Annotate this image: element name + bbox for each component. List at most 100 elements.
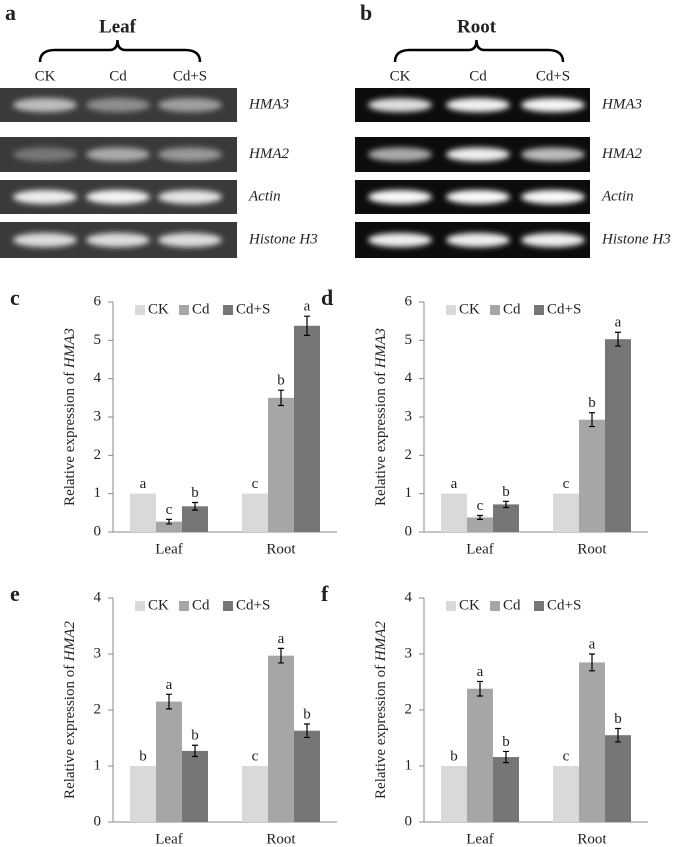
y-axis-label-part: Relative expression of (373, 368, 389, 506)
bar (294, 730, 320, 822)
gel-band (446, 190, 510, 204)
gel-band (446, 233, 510, 247)
legend-label: Cd (192, 301, 210, 317)
gel-band (521, 190, 585, 204)
gel-band (368, 233, 432, 247)
legend-swatch (223, 305, 233, 315)
gel-band (86, 98, 150, 112)
error-bar (192, 501, 198, 511)
error-bar (166, 518, 172, 525)
significance-letter: b (191, 485, 199, 501)
bar (579, 419, 605, 532)
lane-label: Cd (109, 68, 127, 84)
y-tick-label: 6 (405, 293, 413, 309)
significance-letter: a (304, 299, 311, 315)
significance-letter: c (252, 748, 259, 764)
significance-letter: a (451, 476, 458, 492)
y-axis-label-part: HMA3 (62, 328, 78, 369)
panel-label: c (10, 285, 20, 310)
x-tick-label: Root (577, 541, 607, 557)
y-tick-label: 1 (405, 485, 413, 501)
lane-label: CK (390, 68, 411, 84)
legend-label: CK (148, 301, 169, 317)
x-tick-label: Leaf (155, 541, 182, 557)
legend-swatch (223, 601, 233, 611)
significance-letter: b (139, 748, 147, 764)
gel-band (368, 98, 432, 112)
gene-label: Histone H3 (248, 231, 318, 247)
gel-band (521, 233, 585, 247)
y-axis-label: Relative expression of HMA2 (373, 621, 389, 799)
bar (156, 701, 182, 822)
y-axis-label: Relative expression of HMA2 (62, 621, 78, 799)
legend-swatch (446, 305, 456, 315)
bar (553, 493, 579, 532)
y-tick-label: 2 (405, 701, 413, 717)
y-tick-label: 5 (94, 332, 102, 348)
significance-letter: a (477, 664, 484, 680)
bar (441, 493, 467, 532)
error-bar (304, 315, 310, 336)
error-bar (278, 389, 284, 407)
panel-label: b (360, 0, 372, 25)
y-axis-label-part: HMA2 (373, 621, 389, 662)
legend-swatch (534, 305, 544, 315)
error-bar (477, 680, 483, 697)
error-bar (278, 647, 284, 664)
gel-band (13, 233, 77, 247)
legend-swatch (490, 601, 500, 611)
y-tick-label: 0 (405, 813, 413, 829)
bar (268, 397, 294, 532)
lane-label: CK (35, 68, 56, 84)
legend-label: Cd+S (236, 301, 270, 317)
gel-band (86, 233, 150, 247)
y-tick-label: 2 (405, 447, 413, 463)
bar (441, 766, 467, 822)
error-bar (589, 653, 595, 672)
gel-band (158, 233, 222, 247)
gel-band (13, 98, 77, 112)
significance-letter: b (303, 706, 311, 722)
bar (130, 493, 156, 532)
significance-letter: b (502, 734, 510, 750)
significance-letter: b (191, 728, 199, 744)
bar (467, 517, 493, 532)
significance-letter: b (614, 711, 622, 727)
bar (242, 493, 268, 532)
significance-letter: a (166, 677, 173, 693)
y-axis-label-part: HMA2 (62, 621, 78, 662)
x-tick-label: Root (266, 541, 296, 557)
y-tick-label: 1 (405, 757, 413, 773)
y-tick-label: 0 (94, 813, 102, 829)
gene-label: Actin (601, 188, 634, 204)
gene-label: HMA3 (601, 96, 642, 112)
bar (493, 757, 519, 822)
error-bar (166, 693, 172, 710)
error-bar (589, 412, 595, 428)
gel-band (158, 98, 222, 112)
gene-label: HMA2 (248, 146, 289, 162)
error-bar (192, 744, 198, 758)
gel-band (446, 147, 510, 162)
y-tick-label: 2 (94, 447, 102, 463)
y-tick-label: 6 (94, 293, 102, 309)
y-tick-label: 1 (94, 757, 102, 773)
legend-label: Cd+S (547, 301, 581, 317)
bar (605, 735, 631, 822)
bar (493, 504, 519, 532)
y-tick-label: 4 (94, 370, 102, 386)
bar (294, 325, 320, 532)
bar (130, 766, 156, 822)
gene-label: Histone H3 (601, 231, 671, 247)
gel-band (158, 147, 222, 162)
legend-swatch (179, 305, 189, 315)
gel-title: Leaf (99, 16, 137, 37)
panel-label: f (321, 581, 329, 606)
lane-label: Cd+S (536, 68, 570, 84)
significance-letter: b (502, 484, 510, 500)
gel-band (368, 147, 432, 162)
x-tick-label: Leaf (466, 541, 493, 557)
y-tick-label: 4 (405, 589, 413, 605)
x-tick-label: Root (577, 831, 607, 847)
